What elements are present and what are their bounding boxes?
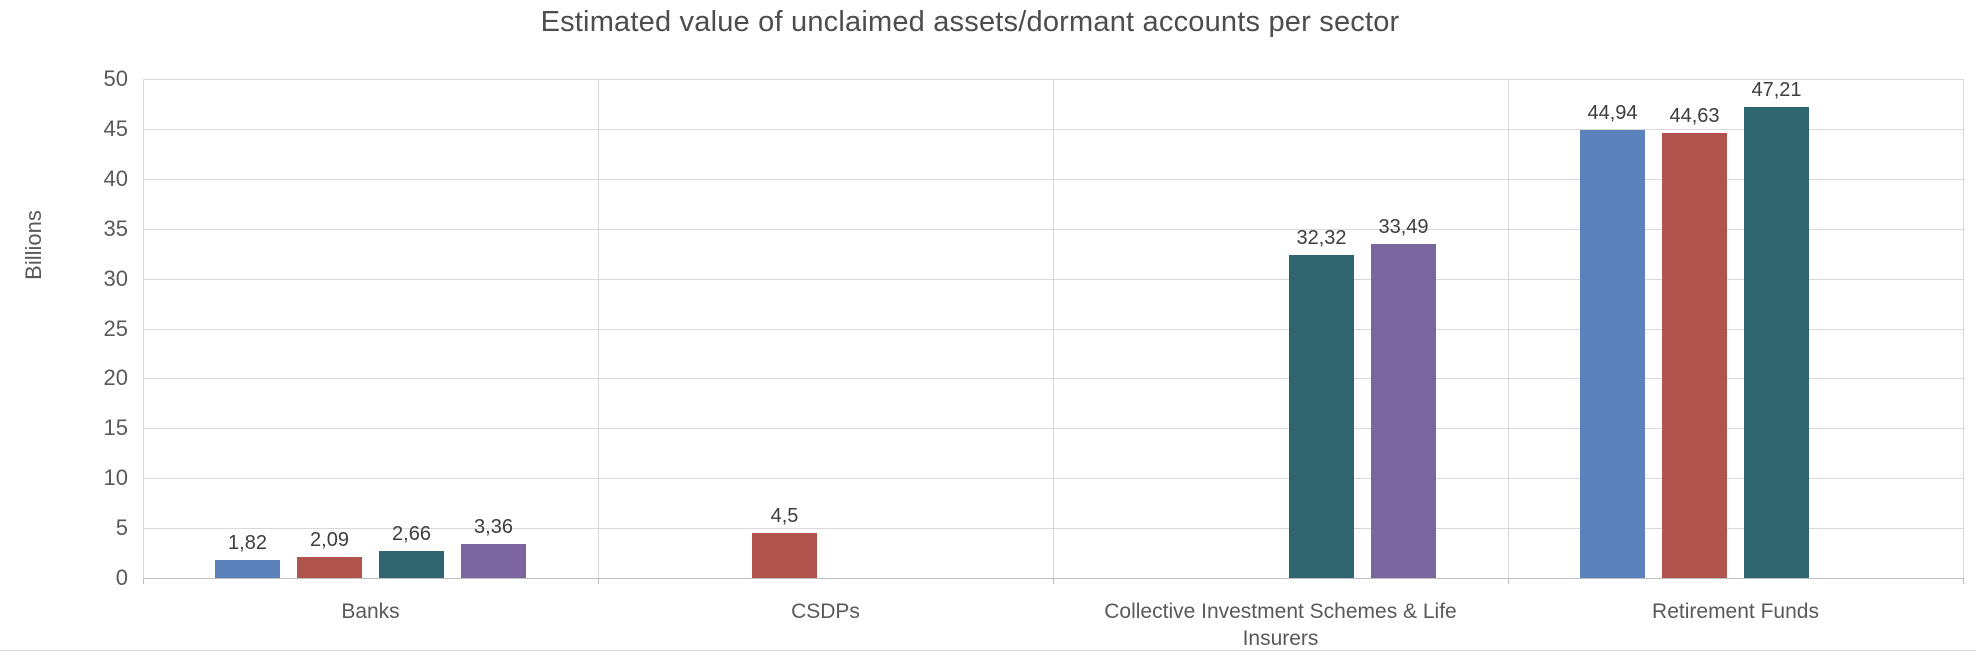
y-axis-tick-label: 45	[103, 115, 128, 141]
category-label-text: CSDPs	[791, 600, 860, 623]
bar-purple-3	[1371, 243, 1436, 578]
bar-value-label: 44,63	[1669, 104, 1720, 127]
bar-blue-1	[215, 559, 280, 578]
y-axis-tick-label: 30	[103, 265, 128, 291]
bar-value-label: 44,94	[1587, 101, 1638, 124]
bar-value-label: 2,66	[392, 523, 431, 546]
y-axis-tick-label: 40	[103, 165, 128, 191]
bar-red-1	[297, 557, 362, 578]
x-axis-tick-mark	[1053, 578, 1054, 584]
bar-value-label: 33,49	[1378, 215, 1429, 238]
category-label-text: Retirement Funds	[1652, 600, 1819, 623]
plot-area: 1,82 2,09 2,66 3,36 4,5 32,32 33,49 44,94 44,63 4…	[143, 78, 1964, 584]
y-axis-tick-label: 5	[115, 515, 128, 541]
y-axis-tick-label: 15	[103, 415, 128, 441]
bar-red-4	[1662, 132, 1727, 578]
category-label: CSDPs	[598, 598, 1053, 625]
bar-teal-3	[1289, 255, 1354, 578]
chart-bottom-border	[0, 650, 1976, 651]
x-axis-tick-mark	[143, 578, 144, 584]
category-label: Retirement Funds	[1508, 598, 1963, 625]
bar-value-label: 47,21	[1751, 78, 1802, 101]
category-label: Banks	[143, 598, 598, 625]
category-label: Collective Investment Schemes & Life Ins…	[1053, 598, 1508, 652]
y-axis-tick-label: 10	[103, 465, 128, 491]
bar-value-label: 4,5	[770, 505, 799, 528]
x-axis-tick-mark	[1963, 578, 1964, 584]
y-axis-tick-label: 20	[103, 365, 128, 391]
bar-value-label: 2,09	[310, 529, 349, 552]
chart-title: Estimated value of unclaimed assets/dorm…	[540, 6, 1400, 38]
bar-purple-1	[461, 544, 526, 578]
y-axis-tick-label: 50	[103, 66, 128, 91]
category-separator-line	[598, 79, 599, 578]
y-axis-tick-label: 35	[103, 215, 128, 241]
category-label-text: Banks	[341, 600, 400, 623]
y-axis-tick-label: 0	[115, 565, 128, 590]
y-axis-tick-label: 25	[103, 315, 128, 341]
category-separator-line	[143, 79, 144, 578]
bar-teal-1	[379, 551, 444, 578]
category-separator-line	[1053, 79, 1054, 578]
bar-teal-4	[1744, 106, 1809, 578]
category-separator-line	[1508, 79, 1509, 578]
category-separator-line	[1963, 79, 1964, 578]
bar-value-label: 3,36	[474, 516, 513, 539]
bar-value-label: 1,82	[228, 531, 267, 554]
x-axis-tick-mark	[1508, 578, 1509, 584]
x-axis-tick-mark	[598, 578, 599, 584]
bar-blue-4	[1580, 129, 1645, 578]
category-label-text: Collective Investment Schemes & Life Ins…	[1104, 600, 1457, 650]
bar-value-label: 32,32	[1296, 227, 1347, 250]
bar-red-2	[752, 533, 817, 578]
